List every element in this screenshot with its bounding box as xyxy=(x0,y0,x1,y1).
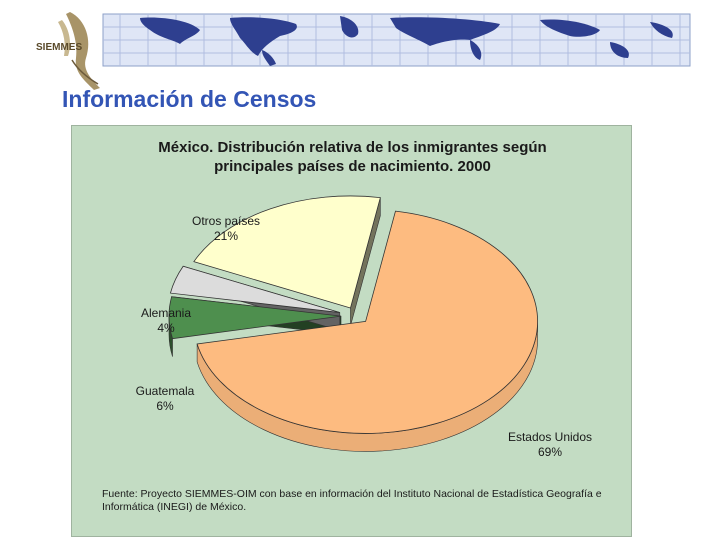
pie-slice-guatemala xyxy=(168,296,342,340)
pie-chart xyxy=(168,195,538,452)
slice-value-alemania: 4% xyxy=(157,321,175,335)
page-title: Información de Censos xyxy=(62,86,317,112)
slice-label-alemania: Alemania 4% xyxy=(136,306,196,336)
siemmes-logo: SIEMMES xyxy=(36,12,100,90)
slice-value-otros: 21% xyxy=(213,229,239,243)
logo-text: SIEMMES xyxy=(36,42,82,53)
chart-title-line-2: principales países de nacimiento. 2000 xyxy=(214,158,491,175)
slice-label-estados-unidos: Estados Unidos 69% xyxy=(504,430,596,460)
slice-name-guatemala: Guatemala xyxy=(135,384,195,398)
source-note: Fuente: Proyecto SIEMMES-OIM con base en… xyxy=(102,488,602,513)
pie-slice-estados-unidos xyxy=(196,210,538,434)
slice-name-alemania: Alemania xyxy=(140,306,192,320)
chart-panel: México. Distribución relativa de los inm… xyxy=(71,125,632,537)
chart-title: México. Distribución relativa de los inm… xyxy=(72,138,633,176)
slice-name-otros: Otros países xyxy=(191,214,261,228)
slice-label-otros: Otros países 21% xyxy=(184,214,268,244)
header-banner: SIEMMES xyxy=(36,12,691,90)
slice-name-estados-unidos: Estados Unidos xyxy=(507,430,593,444)
slice-label-guatemala: Guatemala 6% xyxy=(132,384,198,414)
chart-title-line-1: México. Distribución relativa de los inm… xyxy=(158,139,547,156)
pie-slice-otros xyxy=(193,195,381,309)
pie-slice-alemania xyxy=(169,265,340,313)
world-map-strip xyxy=(102,13,691,67)
slice-value-estados-unidos: 69% xyxy=(537,445,563,459)
slice-value-guatemala: 6% xyxy=(156,399,174,413)
